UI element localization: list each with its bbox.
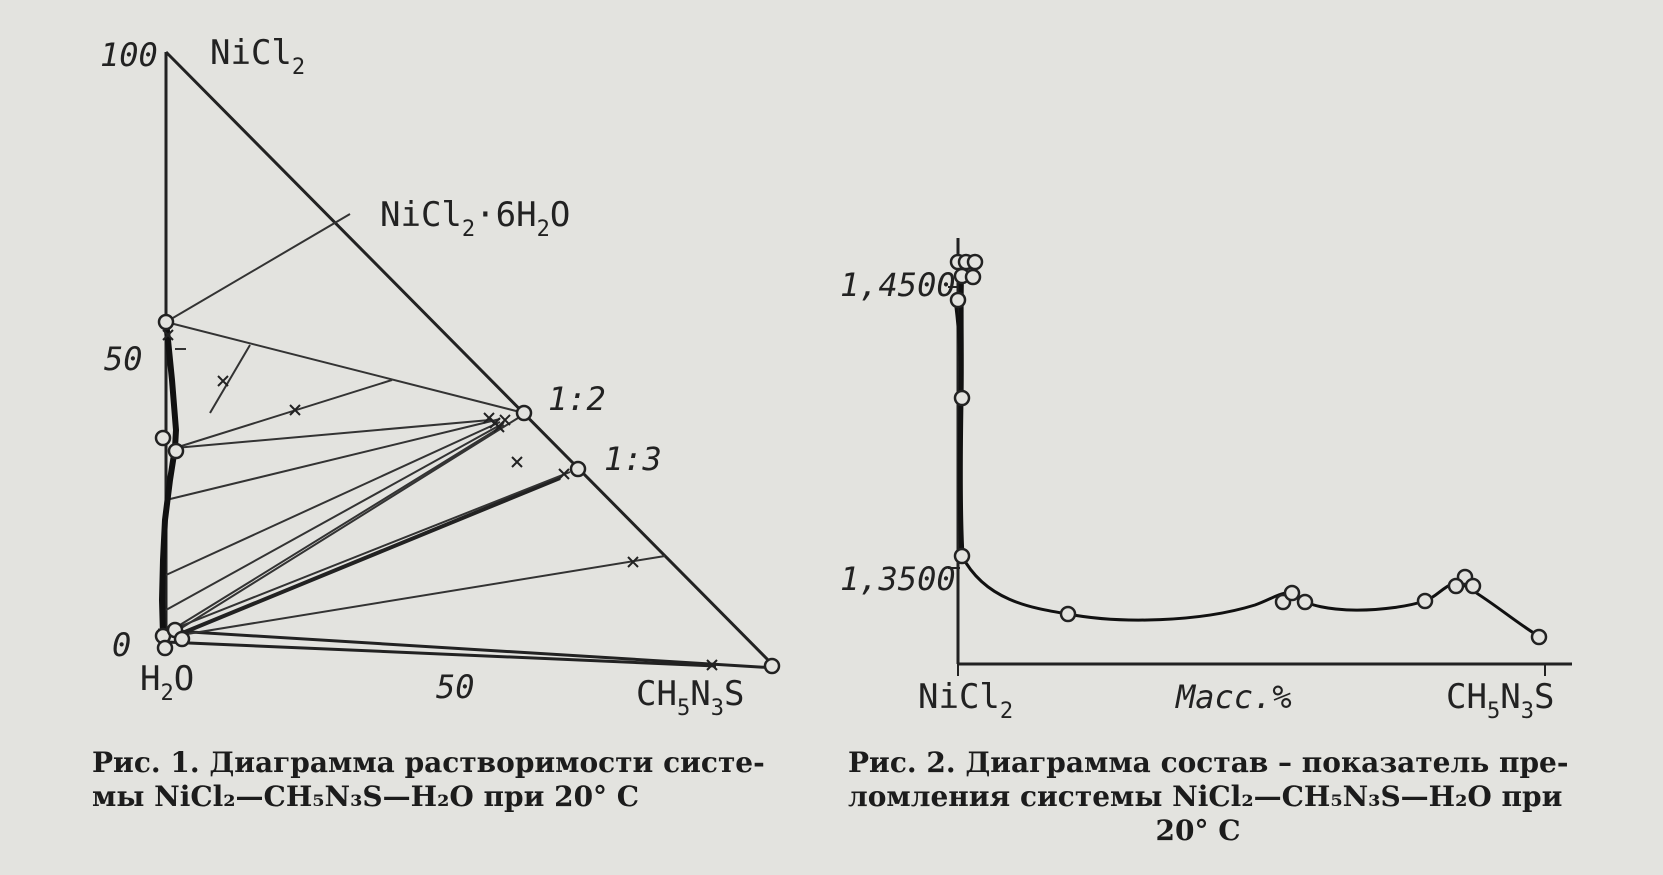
tie-line: [165, 418, 501, 501]
solubility-curve: [158, 321, 180, 646]
vertex-label-ch5n3s: CH5N3S: [636, 674, 744, 721]
tie-line-bold: [179, 476, 561, 636]
axis-label-50: 50: [104, 340, 143, 378]
figure1-ternary-diagram: 100 50 0 50 NiCl2 H2O CH5N3S NiCl2·6H2O …: [100, 33, 781, 721]
curve-main-branch: [960, 555, 1541, 639]
phase-label-1-3: 1:3: [604, 440, 662, 478]
triangle-edge-hypotenuse: [164, 50, 778, 670]
x-label-nicl2: NiCl2: [918, 677, 1013, 724]
axis-label-x-50: 50: [436, 668, 475, 706]
vertex-label-h2o: H2O: [140, 659, 194, 706]
tie-line: [174, 424, 505, 629]
figure2-refractive-index-diagram: 1,4500 1,3500 NiCl2 Масс.% CH5N3S: [840, 238, 1572, 724]
tie-line: [165, 471, 571, 633]
tie-line-short: [209, 344, 251, 414]
figure1-caption-line1: Рис. 1. Диаграмма растворимости систе-: [92, 746, 765, 779]
cross-markers: [162, 329, 718, 671]
x-label-mass-percent: Масс.%: [1175, 678, 1292, 716]
x-label-ch5n3s: CH5N3S: [1446, 677, 1554, 724]
tie-line-bottom: [165, 640, 717, 668]
figure1-caption: Рис. 1. Диаграмма растворимости систе- м…: [92, 746, 812, 814]
phase-label-hexahydrate: NiCl2·6H2O: [380, 195, 570, 242]
figure2-caption-line2: ломления системы NiCl₂—CH₅N₃S—H₂O при: [848, 780, 1563, 813]
figure1-caption-line2: мы NiCl₂—CH₅N₃S—H₂O при 20° С: [92, 780, 640, 813]
y-tick-label-13500: 1,3500: [840, 560, 956, 598]
fig2-data-points: [949, 253, 1548, 646]
y-tick-label-14500: 1,4500: [840, 266, 956, 304]
vertex-label-nicl2: NiCl2: [210, 33, 305, 80]
axis-label-100: 100: [100, 36, 158, 74]
triangle-edge-bottom: [157, 628, 777, 670]
tie-line: [174, 417, 519, 633]
phase-label-1-2: 1:2: [548, 380, 606, 418]
tie-line: [165, 321, 525, 414]
data-points: [154, 313, 781, 675]
tie-line: [165, 423, 503, 611]
axis-label-0: 0: [112, 626, 131, 664]
figure2-caption-line1: Рис. 2. Диаграмма состав – показатель пр…: [848, 746, 1569, 779]
tie-line: [165, 421, 501, 576]
figure2-caption-line3: 20° С: [1155, 814, 1241, 847]
tie-line-hexahydrate: [165, 213, 351, 323]
figure2-caption: Рис. 2. Диаграмма состав – показатель пр…: [848, 746, 1608, 848]
tie-line: [174, 419, 491, 449]
tie-line: [174, 555, 666, 637]
tie-line: [174, 379, 393, 449]
